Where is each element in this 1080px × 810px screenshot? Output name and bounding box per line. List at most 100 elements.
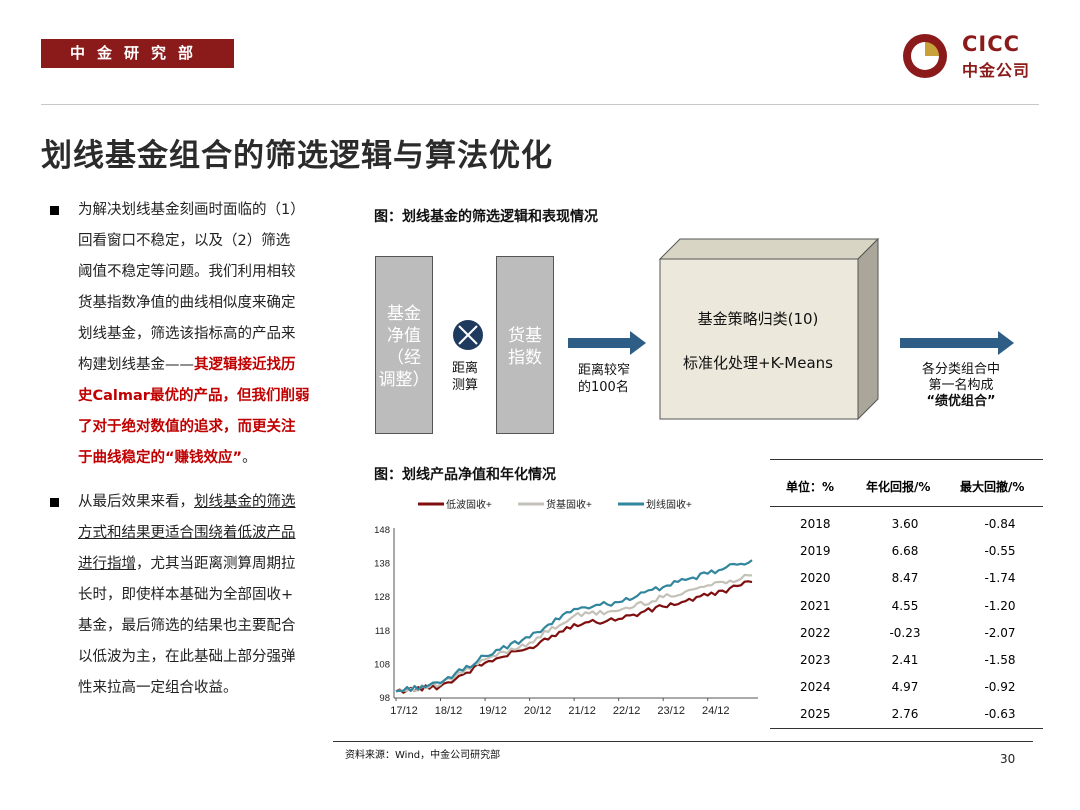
cell-return: 6.68 <box>891 544 919 559</box>
page-number: 30 <box>1000 752 1016 766</box>
x-tick-label: 24/12 <box>702 705 730 717</box>
cell-drawdown: -0.63 <box>984 707 1016 722</box>
highlight-line: 了对于绝对数值的追求，而更关注 <box>78 419 296 435</box>
legend-label: 低波固收+ <box>446 498 492 511</box>
table-row: 2020 8.47 -1.74 <box>770 564 1043 591</box>
highlight-line: 史Calmar最优的产品，但我们削弱 <box>78 388 310 404</box>
box-line: 指数 <box>508 348 542 368</box>
cell-year: 2021 <box>800 598 831 613</box>
table-header-rule <box>770 506 1043 507</box>
cell-return: 2.76 <box>891 707 919 722</box>
bullet-paragraph-1: 为解决划线基金刻画时面临的（1） 回看窗口不稳定，以及（2）筛选 阈值不稳定等问… <box>78 195 343 474</box>
bullet-marker <box>50 206 59 215</box>
strategy-cube <box>658 237 880 421</box>
table-unit-label: 单位：% <box>786 480 835 494</box>
y-tick-label: 128 <box>374 592 390 603</box>
cell-drawdown: -1.58 <box>984 653 1016 667</box>
result-label: 各分类组合中 第一名构成 “绩优组合” <box>915 362 1007 410</box>
x-tick-label: 18/12 <box>435 705 463 717</box>
series-line <box>395 580 753 694</box>
money-fund-index-box: 货基 指数 <box>496 256 554 434</box>
label-line: 距离较窄 <box>578 363 631 378</box>
cell-drawdown: -0.92 <box>984 680 1016 695</box>
cell-year: 2025 <box>800 707 831 722</box>
legend-label: 划线固收+ <box>646 498 692 511</box>
fund-nav-box: 基金 净值 （经 调整） <box>375 256 433 434</box>
y-tick-label: 148 <box>374 525 390 536</box>
table-row: 2023 2.41 -1.58 <box>770 646 1043 673</box>
text-span: 。 <box>242 450 257 466</box>
cell-year: 2023 <box>800 653 831 667</box>
label-line: 测算 <box>452 378 479 393</box>
x-tick-label: 23/12 <box>657 705 685 717</box>
nav-line-chart: 98 108 118 128 138 148 17/12 18/12 19/12 20/12 21/… <box>374 498 758 717</box>
cell-drawdown: -1.20 <box>984 598 1016 613</box>
label-line: 距离 <box>452 361 479 376</box>
box-line: 净值 <box>387 326 421 346</box>
table-top-rule <box>770 459 1043 460</box>
underlined-text: 进行指增 <box>78 556 136 572</box>
text-line: 从最后效果来看，划线基金的筛选 <box>78 487 343 518</box>
highlight-text: 其逻辑接近找历 <box>194 357 296 373</box>
box-line: 货基 <box>508 326 542 346</box>
department-badge: 中金研究部 <box>41 39 234 68</box>
cell-return: 2.41 <box>891 653 919 667</box>
cube-line-2: 标准化处理+K-Means <box>683 354 833 372</box>
text-line: 货基指数净值的曲线相似度来确定 <box>78 295 296 311</box>
figure2-title: 图：划线产品净值和年化情况 <box>374 467 556 483</box>
text-line: 构建划线基金——其逻辑接近找历 <box>78 350 343 381</box>
cell-year: 2019 <box>800 544 831 559</box>
arrow-right-icon <box>900 331 1014 355</box>
logo-text-en: CICC <box>962 32 1021 56</box>
cell-drawdown: -2.07 <box>984 625 1016 640</box>
text-line: 为解决划线基金刻画时面临的（1） <box>78 202 305 218</box>
source-note: 资料来源：Wind，中金公司研究部 <box>345 750 501 761</box>
underlined-text: 划线基金的筛选 <box>194 494 296 510</box>
y-tick-label: 108 <box>374 659 390 670</box>
cell-return: 4.97 <box>891 680 919 695</box>
box-line: （经 <box>387 348 421 368</box>
text-line: 回看窗口不稳定，以及（2）筛选 <box>78 233 291 249</box>
series-line <box>395 559 753 693</box>
text-span: 构建划线基金—— <box>78 357 194 373</box>
cell-return: 8.47 <box>891 571 919 586</box>
label-line: 的100名 <box>578 380 629 395</box>
table-row: 2022 -0.23 -2.07 <box>770 619 1043 646</box>
table-row: 2021 4.55 -1.20 <box>770 592 1043 619</box>
table-row: 2019 6.68 -0.55 <box>770 537 1043 564</box>
text-span: ，尤其当距离测算周期拉 <box>136 556 296 572</box>
table-row: 2018 3.60 -0.84 <box>770 510 1043 537</box>
text-line: 划线基金，筛选该指标高的产品来 <box>78 326 296 342</box>
x-tick-label: 22/12 <box>613 705 641 717</box>
cicc-logo-icon <box>903 34 947 78</box>
logo-text-cn: 中金公司 <box>962 61 1031 80</box>
cell-drawdown: -1.74 <box>984 571 1016 586</box>
header-divider <box>41 104 1039 105</box>
table-col-return: 年化回报/% <box>866 480 931 494</box>
table-row: 2025 2.76 -0.63 <box>770 700 1043 727</box>
arrow-right-icon <box>568 331 646 355</box>
cell-drawdown: -0.84 <box>984 517 1016 531</box>
x-tick-label: 17/12 <box>390 705 418 717</box>
box-line: 调整） <box>378 370 430 390</box>
figure1-title: 图：划线基金的筛选逻辑和表现情况 <box>374 209 598 225</box>
text-line: 性来拉高一定组合收益。 <box>78 680 238 696</box>
text-line: 阈值不稳定等问题。我们利用相较 <box>78 264 296 280</box>
text-line: 长时，即使样本基础为全部固收+ <box>78 587 294 603</box>
text-span: 从最后效果来看， <box>78 494 194 510</box>
table-col-drawdown: 最大回撤/% <box>960 480 1025 494</box>
cell-year: 2018 <box>800 517 831 531</box>
legend-label: 货基固收+ <box>546 498 592 511</box>
text-line: 基金，最后筛选的结果也主要配合 <box>78 618 296 634</box>
cube-line-1: 基金策略归类(10) <box>697 310 819 328</box>
distance-operator-icon <box>453 320 483 350</box>
x-tick-label: 19/12 <box>479 705 507 717</box>
label-line: 各分类组合中 <box>921 362 1000 377</box>
x-tick-label: 20/12 <box>524 705 552 717</box>
y-tick-label: 118 <box>375 626 390 637</box>
table-row: 2024 4.97 -0.92 <box>770 673 1043 700</box>
y-tick-label: 138 <box>374 559 390 570</box>
label-line-bold: “绩优组合” <box>926 394 996 409</box>
cell-year: 2020 <box>800 571 831 586</box>
label-line: 第一名构成 <box>928 378 994 393</box>
